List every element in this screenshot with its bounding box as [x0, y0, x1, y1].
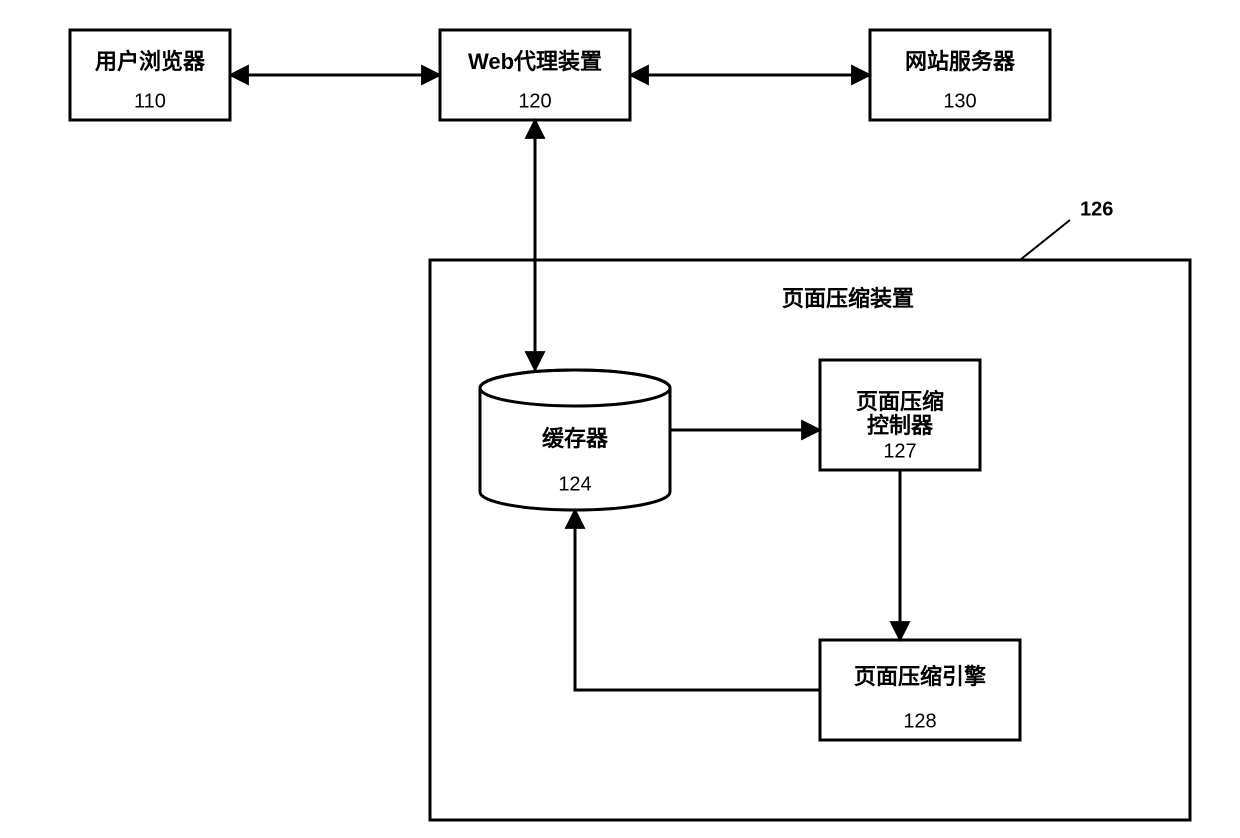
svg-text:120: 120: [518, 90, 551, 112]
svg-text:110: 110: [134, 90, 166, 112]
svg-text:130: 130: [943, 90, 976, 112]
edge-5: [575, 510, 820, 690]
svg-text:128: 128: [903, 710, 936, 732]
svg-text:缓存器: 缓存器: [542, 426, 609, 451]
svg-text:126: 126: [1080, 198, 1113, 220]
svg-text:页面压缩引擎: 页面压缩引擎: [854, 664, 986, 689]
svg-text:124: 124: [558, 473, 591, 495]
svg-text:页面压缩装置: 页面压缩装置: [782, 286, 914, 311]
svg-text:用户浏览器: 用户浏览器: [95, 49, 206, 74]
svg-text:网站服务器: 网站服务器: [905, 49, 1016, 74]
svg-text:页面压缩控制器: 页面压缩控制器: [856, 389, 944, 438]
svg-text:127: 127: [883, 440, 916, 462]
svg-text:Web代理装置: Web代理装置: [468, 49, 602, 74]
